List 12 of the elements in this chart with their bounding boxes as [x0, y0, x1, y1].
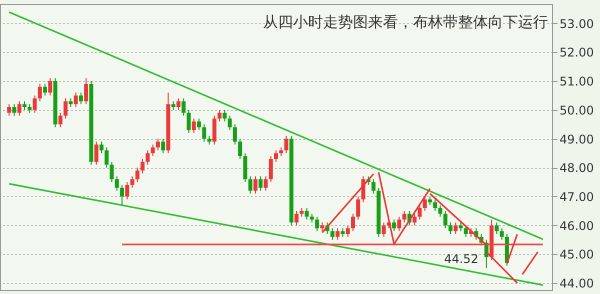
- y-tick-label: 46.00: [560, 218, 594, 233]
- annotation: 44.52: [444, 252, 478, 266]
- y-tick-label: 53.00: [560, 16, 594, 31]
- y-tick-label: 49.00: [560, 132, 594, 146]
- y-tick-label: 44.00: [560, 276, 594, 291]
- y-tick-label: 51.00: [560, 74, 594, 89]
- y-tick-label: 50.00: [560, 103, 594, 118]
- y-tick-label: 47.00: [560, 190, 594, 204]
- text: 从四小时走势图来看，布林带整体向下运行: [263, 13, 548, 31]
- y-tick-label: 45.00: [560, 248, 594, 262]
- y-tick-label: 48.00: [560, 161, 594, 176]
- y-tick-label: 52.00: [560, 46, 594, 60]
